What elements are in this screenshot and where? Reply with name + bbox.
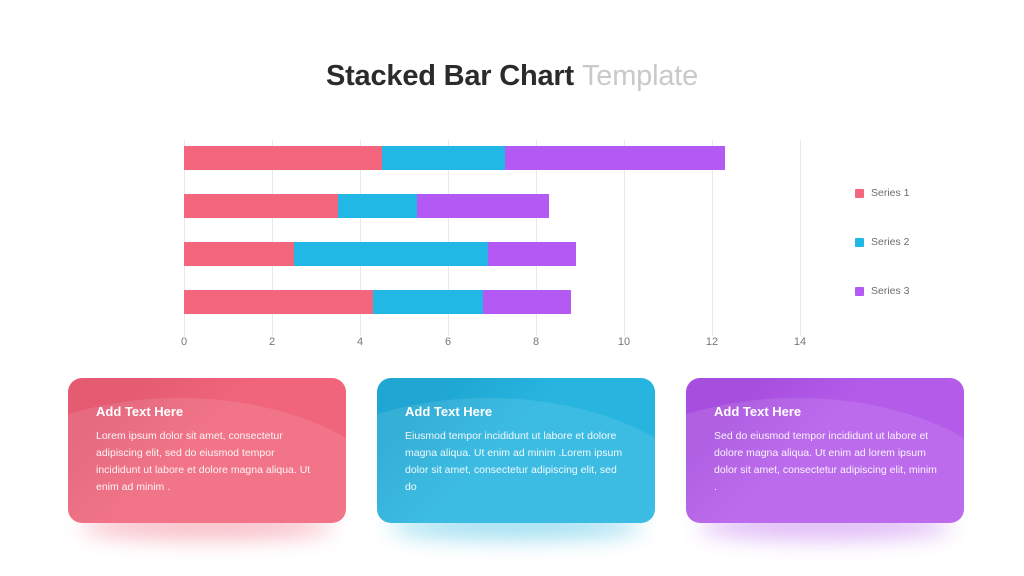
card-body-text: Sed do eiusmod tempor incididunt ut labo… [714, 430, 937, 493]
text-card-1[interactable]: Add Text Here Lorem ipsum dolor sit amet,… [68, 378, 346, 523]
chart-gridline [800, 140, 801, 336]
chart-gridline [184, 140, 185, 336]
chart-bar-segment [373, 290, 484, 314]
text-card-3[interactable]: Add Text Here Sed do eiusmod tempor incid… [686, 378, 964, 523]
card-title: Add Text Here [714, 404, 802, 419]
page-title-main: Stacked Bar Chart [325, 60, 574, 92]
chart-x-tick-label: 12 [705, 336, 719, 348]
chart-bar-segment [294, 242, 488, 266]
chart-x-tick-label: 4 [356, 336, 364, 348]
chart-bar-segment [487, 242, 576, 266]
chart-bar-segment [184, 146, 382, 170]
chart-bar-segment [184, 242, 294, 266]
chart-bar-row: Category 1 [184, 290, 800, 314]
chart-bar-segment [417, 194, 550, 218]
chart-bar-row: Category 2 [184, 242, 800, 266]
page-title-sub: Template [581, 60, 699, 92]
chart-gridline [624, 140, 625, 336]
legend-swatch-icon [855, 286, 864, 296]
chart-bar-segment [184, 194, 338, 218]
chart-bar-row: Category 4 [184, 146, 800, 170]
text-card-slot: Add Text Here Lorem ipsum dolor sit amet,… [68, 378, 346, 539]
chart-legend: Series 1 Series 2 Series 3 [855, 185, 1005, 332]
legend-swatch-icon [855, 188, 864, 198]
chart-gridline [360, 140, 361, 336]
text-cards: Add Text Here Lorem ipsum dolor sit amet,… [68, 378, 964, 539]
legend-swatch-icon [855, 237, 864, 247]
chart-gridline [448, 140, 449, 336]
text-card-slot: Add Text Here Sed do eiusmod tempor incid… [686, 378, 964, 539]
chart-bar-segment [184, 290, 374, 314]
card-title: Add Text Here [96, 404, 184, 419]
chart-x-tick-label: 10 [617, 336, 631, 348]
card-body-text: Eiusmod tempor incididunt ut labore et d… [405, 430, 623, 493]
legend-item[interactable]: Series 2 [855, 234, 1005, 250]
text-card-2[interactable]: Add Text Here Eiusmod tempor incididunt u… [377, 378, 655, 523]
legend-item-label: Series 1 [871, 187, 910, 199]
page-title: Stacked Bar Chart Template [0, 60, 1024, 93]
chart-gridline [536, 140, 537, 336]
chart-bar-segment [382, 146, 506, 170]
card-body-text: Lorem ipsum dolor sit amet, consectetur … [96, 430, 311, 493]
chart-bar-segment [338, 194, 418, 218]
chart-gridline [712, 140, 713, 336]
chart-plot-area: Category 4 Category 3 Category 2 Category 1 [184, 140, 801, 336]
chart-x-tick-label: 2 [268, 336, 276, 348]
chart-x-tick-label: 6 [444, 336, 452, 348]
legend-item[interactable]: Series 3 [855, 283, 1005, 299]
chart-bar-segment [483, 290, 572, 314]
chart-bar-row: Category 3 [184, 194, 800, 218]
legend-item-label: Series 3 [871, 285, 910, 297]
chart-gridline [272, 140, 273, 336]
chart-x-tick-label: 14 [793, 336, 807, 348]
legend-item[interactable]: Series 1 [855, 185, 1005, 201]
chart-x-tick-label: 8 [532, 336, 540, 348]
chart-bar-segment [505, 146, 726, 170]
chart-x-tick-label: 0 [180, 336, 188, 348]
legend-item-label: Series 2 [871, 236, 910, 248]
card-title: Add Text Here [405, 404, 493, 419]
stacked-bar-chart: Category 4 Category 3 Category 2 Category 1… [0, 130, 1024, 360]
text-card-slot: Add Text Here Eiusmod tempor incididunt u… [377, 378, 655, 539]
